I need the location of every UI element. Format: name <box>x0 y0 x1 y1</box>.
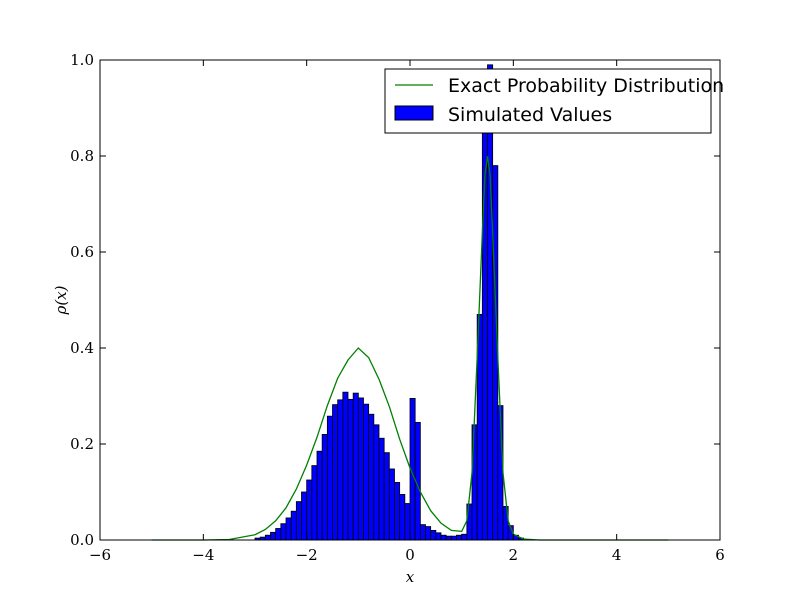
x-tick-label: −4 <box>192 546 214 564</box>
x-axis-label: x <box>406 568 415 586</box>
x-axis-ticks: −6 −4 −2 0 2 4 6 <box>89 60 725 564</box>
histogram-bar <box>306 479 313 541</box>
x-tick-label: 4 <box>612 546 622 564</box>
exact-distribution-line <box>151 155 669 541</box>
histogram-bar <box>456 534 463 541</box>
histogram-bar <box>419 524 426 541</box>
exact-distribution-curve <box>151 155 669 541</box>
histogram-bar <box>363 403 370 541</box>
histogram-bar <box>399 493 406 541</box>
histogram-bar <box>290 510 297 541</box>
y-axis-label: ρ(x) <box>52 285 70 315</box>
histogram-bar <box>388 468 395 541</box>
histogram-bar <box>440 534 447 541</box>
y-tick-label: 1.0 <box>70 51 94 69</box>
histogram-bar <box>373 424 380 541</box>
x-tick-label: −2 <box>296 546 318 564</box>
histogram-bar <box>264 534 271 541</box>
histogram-bar <box>347 398 354 541</box>
x-tick-label: 0 <box>405 546 415 564</box>
histogram-bar <box>430 530 437 541</box>
histogram-bar <box>332 404 339 541</box>
histogram-bar <box>280 523 287 541</box>
histogram-bar <box>368 413 375 541</box>
y-tick-label: 0.6 <box>70 243 94 261</box>
y-tick-label: 0.4 <box>70 339 94 357</box>
histogram-bar <box>270 531 277 541</box>
x-tick-label: −6 <box>89 546 111 564</box>
histogram-bar <box>435 532 442 541</box>
histogram-bar <box>285 517 292 541</box>
histogram-bar <box>425 526 432 541</box>
y-tick-label: 0.8 <box>70 147 94 165</box>
histogram-bar <box>378 437 385 541</box>
legend-label-simulated: Simulated Values <box>448 104 612 126</box>
histogram-bar <box>487 64 494 541</box>
histogram-bar <box>357 397 364 541</box>
x-tick-label: 2 <box>509 546 519 564</box>
histogram-bar <box>383 452 390 541</box>
histogram-bar <box>404 503 411 541</box>
y-axis-ticks: 0.0 0.2 0.4 0.6 0.8 1.0 <box>70 51 720 549</box>
x-tick-label: 6 <box>715 546 725 564</box>
histogram-bar <box>321 433 328 541</box>
y-tick-label: 0.0 <box>70 531 94 549</box>
histogram-bar <box>394 481 401 541</box>
histogram-bar <box>295 501 302 541</box>
histogram-bar <box>461 533 468 541</box>
legend-label-exact: Exact Probability Distribution <box>448 75 724 97</box>
y-tick-label: 0.2 <box>70 435 94 453</box>
histogram-bar <box>316 450 323 541</box>
histogram-bar <box>337 399 344 541</box>
histogram-bar <box>352 392 359 541</box>
histogram-bar <box>311 465 318 541</box>
legend: Exact Probability Distribution Simulated… <box>384 68 724 134</box>
histogram-bar <box>445 535 452 541</box>
histogram-bar <box>301 491 308 541</box>
histogram-bar <box>450 535 457 541</box>
histogram-bar <box>342 391 349 541</box>
legend-box <box>384 68 712 134</box>
legend-bar-swatch <box>394 105 434 121</box>
histogram-bar <box>275 528 282 541</box>
histogram-bar <box>326 415 333 541</box>
